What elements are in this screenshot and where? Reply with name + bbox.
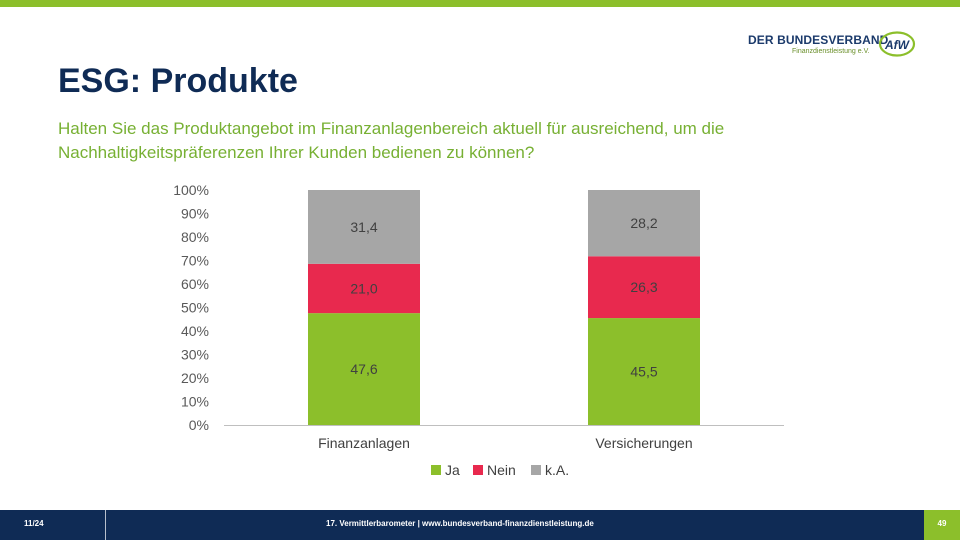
logo-mark-text: AfW	[884, 38, 911, 52]
data-label: 47,6	[350, 361, 377, 377]
stacked-bar-chart: 0% 10% 20% 30% 40% 50% 60% 70% 80% 90% 100% 47,6 21,…	[173, 182, 784, 478]
page-number-box: 49	[924, 510, 960, 540]
y-tick-label: 70%	[181, 253, 209, 269]
logo-name: DER BUNDESVERBAND	[748, 33, 889, 47]
bar-segment	[588, 190, 700, 257]
footer-caption: 17. Vermittlerbarometer | www.bundesverb…	[326, 519, 594, 528]
data-label: 45,5	[630, 364, 657, 380]
y-tick-label: 0%	[189, 417, 209, 433]
y-tick-label: 10%	[181, 394, 209, 410]
legend-label: Ja	[445, 462, 460, 478]
top-accent-bar	[0, 0, 960, 7]
legend-label: k.A.	[545, 462, 569, 478]
slide-counter: 11/24	[24, 519, 44, 528]
page-number: 49	[937, 519, 947, 528]
afw-logo-mark: AfW	[878, 31, 916, 57]
bar-segment	[588, 318, 700, 425]
legend-swatch	[431, 465, 441, 475]
bar-segment	[588, 256, 700, 319]
footer-bar: 11/24 17. Vermittlerbarometer | www.bund…	[0, 510, 960, 540]
y-tick-label: 90%	[181, 206, 209, 222]
y-tick-label: 50%	[181, 300, 209, 316]
x-category-label: Versicherungen	[595, 435, 692, 451]
y-tick-label: 80%	[181, 229, 209, 245]
footer-divider	[105, 510, 106, 540]
bar-segment	[308, 190, 420, 264]
survey-question: Halten Sie das Produktangebot im Finanza…	[58, 119, 725, 162]
x-category-label: Finanzanlagen	[318, 435, 410, 451]
page-title: ESG: Produkte	[58, 62, 298, 100]
y-tick-label: 20%	[181, 370, 209, 386]
legend-label: Nein	[487, 462, 516, 478]
y-tick-label: 60%	[181, 276, 209, 292]
data-label: 26,3	[630, 279, 657, 295]
y-tick-label: 40%	[181, 323, 209, 339]
logo-subtitle: Finanzdienstleistung e.V.	[792, 48, 870, 55]
data-label: 31,4	[350, 219, 377, 235]
legend-swatch	[473, 465, 483, 475]
y-tick-label: 100%	[173, 182, 209, 198]
bar-segment	[308, 313, 420, 425]
bar-segment	[308, 263, 420, 314]
data-label: 21,0	[350, 280, 377, 296]
y-tick-label: 30%	[181, 347, 209, 363]
data-label: 28,2	[630, 215, 657, 231]
afw-logo: DER BUNDESVERBAND Finanzdienstleistung e…	[748, 28, 920, 62]
legend-swatch	[531, 465, 541, 475]
